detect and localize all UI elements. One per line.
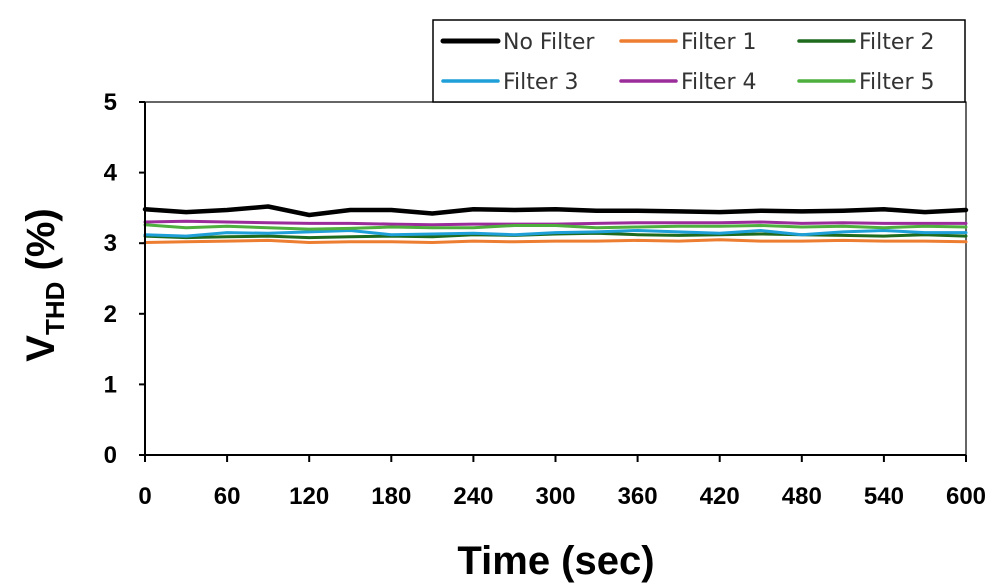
legend-label: Filter 3 [503, 70, 578, 95]
legend-label: No Filter [503, 30, 595, 55]
legend-label: Filter 2 [859, 30, 934, 55]
series-line-filter-3 [143, 229, 968, 238]
plot-border [144, 101, 967, 456]
x-tick-label: 300 [535, 483, 575, 510]
x-tick-label: 600 [946, 483, 986, 510]
series-line-filter-5 [143, 223, 968, 231]
series-layer [142, 204, 969, 244]
x-tick-label: 120 [289, 483, 329, 510]
y-axis-title: VTHD (%) [19, 208, 70, 361]
x-tick-label: 420 [700, 483, 740, 510]
y-tick-label: 3 [104, 230, 117, 257]
y-tick-label: 2 [104, 301, 117, 328]
legend-box [432, 19, 966, 103]
x-ticks: 0 60 120 180 240 300 360 420 480 540 600 [138, 455, 986, 510]
x-tick-label: 480 [782, 483, 822, 510]
y-tick-label: 0 [104, 442, 117, 469]
x-tick-label: 360 [618, 483, 658, 510]
y-ticks: 0 1 2 3 4 5 [104, 89, 145, 469]
x-tick-label: 60 [214, 483, 241, 510]
series-line-no-filter [142, 204, 969, 218]
legend-label: Filter 5 [859, 70, 934, 95]
y-tick-label: 1 [104, 371, 117, 398]
x-tick-label: 180 [371, 483, 411, 510]
x-tick-label: 240 [453, 483, 493, 510]
x-tick-label: 0 [138, 483, 151, 510]
series-line-filter-1 [143, 238, 968, 244]
x-axis-title: Time (sec) [457, 539, 654, 583]
axes [144, 102, 966, 456]
y-tick-label: 5 [104, 89, 117, 116]
legend-label: Filter 1 [681, 30, 756, 55]
y-axis-title-tail: (%) [19, 208, 63, 281]
legend: No Filter Filter 1 Filter 2 Filter 3 Filter … [432, 19, 966, 103]
x-tick-label: 540 [864, 483, 904, 510]
y-tick-label: 4 [104, 160, 118, 187]
y-axis-title-main: V [19, 335, 63, 362]
plot-frame [144, 101, 967, 456]
y-axis-title-sub: THD [40, 282, 70, 335]
legend-label: Filter 4 [681, 70, 756, 95]
